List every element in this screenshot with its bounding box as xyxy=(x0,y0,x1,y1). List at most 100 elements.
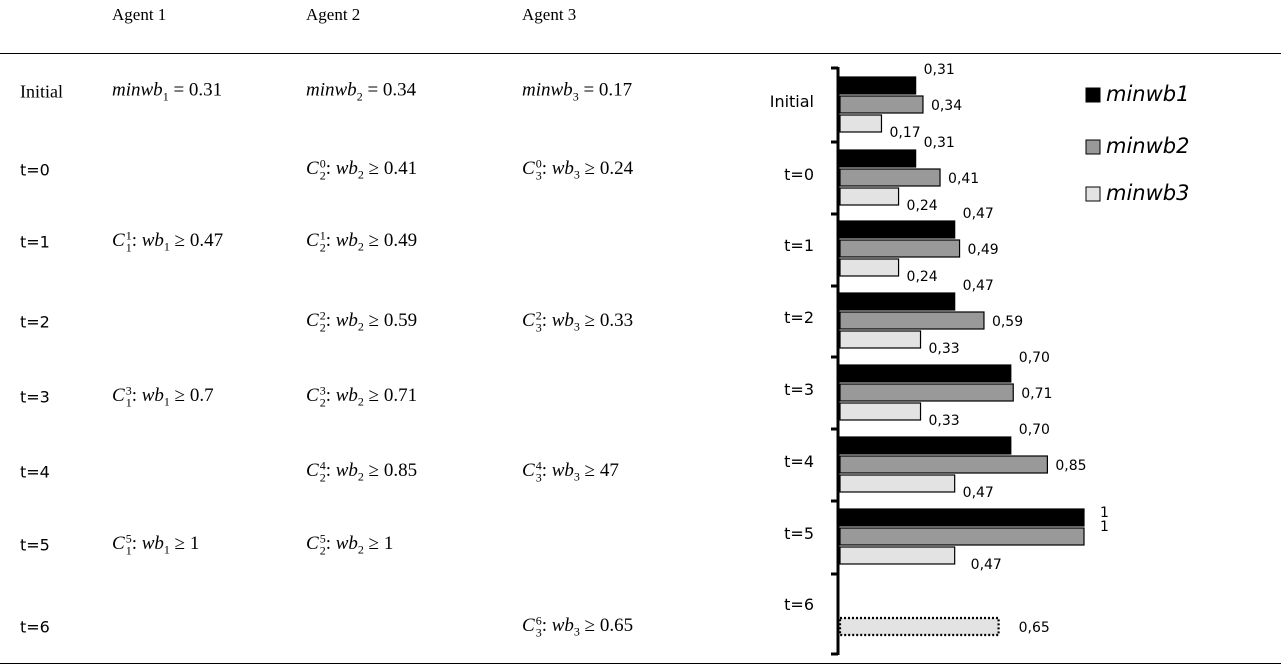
data-label-minwb3: 0,24 xyxy=(907,198,938,214)
bar-minwb1-t=4 xyxy=(839,436,1012,455)
agent-index: 1 xyxy=(125,543,132,558)
category-label: t=4 xyxy=(784,452,814,471)
legend-swatch-minwb1 xyxy=(1085,87,1101,103)
bar-minwb1-t=1 xyxy=(839,220,956,239)
legend-swatch-minwb2 xyxy=(1085,139,1101,155)
data-label-minwb3: 0,17 xyxy=(889,125,920,141)
bar-minwb3-t=4 xyxy=(839,474,956,493)
category-label: t=2 xyxy=(784,308,814,327)
row-label: Initial xyxy=(20,81,63,102)
bar-minwb3-t=3 xyxy=(839,402,922,421)
legend-label-minwb1: minwb1 xyxy=(1106,82,1189,106)
cell-value: 0.41 xyxy=(383,157,418,179)
legend-swatch-minwb3 xyxy=(1085,186,1101,202)
bar-minwb2-t=3 xyxy=(839,383,1014,402)
agent-index: 1 xyxy=(163,542,170,557)
cell-value: 0.31 xyxy=(188,79,223,101)
bar-minwb2-t=5 xyxy=(839,527,1085,546)
bar-minwb2-t=1 xyxy=(839,239,961,258)
agent-index: 3 xyxy=(535,625,542,640)
cell-value: 0.7 xyxy=(189,384,214,406)
data-label-minwb1: 1 xyxy=(1100,505,1109,521)
data-label-minwb2: 0,59 xyxy=(992,314,1023,330)
row-label: t=6 xyxy=(20,617,50,637)
agent-index: 2 xyxy=(319,395,326,410)
data-label-minwb2: 0,85 xyxy=(1055,458,1086,474)
data-label-minwb2: 0,49 xyxy=(968,242,999,258)
agent-index: 1 xyxy=(163,239,170,254)
data-label-minwb3: 0,24 xyxy=(907,269,938,285)
bar-minwb1-t=2 xyxy=(839,292,956,311)
step-index: 1 xyxy=(125,228,132,243)
category-label: t=3 xyxy=(784,380,814,399)
data-label-minwb3: 0,47 xyxy=(971,557,1002,573)
agent-index: 1 xyxy=(125,240,132,255)
row-label: t=4 xyxy=(20,462,50,482)
cell-value: 0.17 xyxy=(598,79,633,101)
agent-index: 2 xyxy=(356,89,363,104)
cell-value: 47 xyxy=(599,459,619,481)
agent-index: 2 xyxy=(319,168,326,183)
agent-index: 2 xyxy=(319,320,326,335)
agent-index: 3 xyxy=(535,168,542,183)
chart-category-labels: Initial t=0 t=1 t=2 t=3 t=4 t=5 t=6 xyxy=(770,92,814,614)
data-label-minwb1: 0,70 xyxy=(1019,350,1050,366)
category-label: t=5 xyxy=(784,524,814,543)
bar-minwb1-t=0 xyxy=(839,149,917,168)
category-label: t=6 xyxy=(784,595,814,614)
category-label: Initial xyxy=(770,92,814,111)
agent-index: 1 xyxy=(125,395,132,410)
data-label-minwb1: 0,70 xyxy=(1019,422,1050,438)
legend-label-minwb2: minwb2 xyxy=(1106,134,1189,158)
step-index: 3 xyxy=(319,383,326,398)
cell-value: 1 xyxy=(383,532,394,554)
agent-index: 2 xyxy=(357,469,364,484)
agent-index: 3 xyxy=(573,624,580,639)
header-agent-3: Agent 3 xyxy=(522,5,577,24)
row-label: t=3 xyxy=(20,387,50,407)
minwb-cell: minwb2 = 0.34 xyxy=(306,79,417,104)
row-label: t=0 xyxy=(20,160,50,180)
agent-index: 3 xyxy=(572,89,579,104)
bar-minwb2-t=4 xyxy=(839,455,1048,474)
agent-index: 3 xyxy=(535,320,542,335)
row-label: t=5 xyxy=(20,535,50,555)
minwb-cell: minwb3 = 0.17 xyxy=(522,79,633,104)
step-index: 4 xyxy=(535,458,542,473)
data-label-minwb3: 0,65 xyxy=(1019,620,1050,636)
bar-minwb2-Initial xyxy=(839,95,924,114)
data-label-minwb1: 0,47 xyxy=(963,278,994,294)
step-index: 4 xyxy=(319,458,326,473)
bar-minwb3-t=6 xyxy=(838,616,1000,637)
step-index: 2 xyxy=(319,308,326,323)
legend-label-minwb3: minwb3 xyxy=(1106,181,1189,205)
step-index: 2 xyxy=(535,308,542,323)
category-label: t=0 xyxy=(784,165,814,184)
data-label-minwb2: 0,41 xyxy=(948,171,979,187)
data-label-minwb3: 0,33 xyxy=(929,341,960,357)
agent-index: 3 xyxy=(573,319,580,334)
bar-minwb1-t=3 xyxy=(839,364,1012,383)
bar-minwb2-t=0 xyxy=(839,168,941,187)
header-agent-2: Agent 2 xyxy=(306,5,361,24)
step-index: 1 xyxy=(319,228,326,243)
cell-value: 0.33 xyxy=(599,309,634,331)
agent-index: 1 xyxy=(162,89,169,104)
cell-value: 0.49 xyxy=(383,229,418,251)
agent-index: 2 xyxy=(357,542,364,557)
cell-value: 0.65 xyxy=(599,614,634,636)
data-label-minwb1: 0,31 xyxy=(924,135,955,151)
agent-index: 3 xyxy=(573,469,580,484)
bar-minwb2-t=2 xyxy=(839,311,985,330)
